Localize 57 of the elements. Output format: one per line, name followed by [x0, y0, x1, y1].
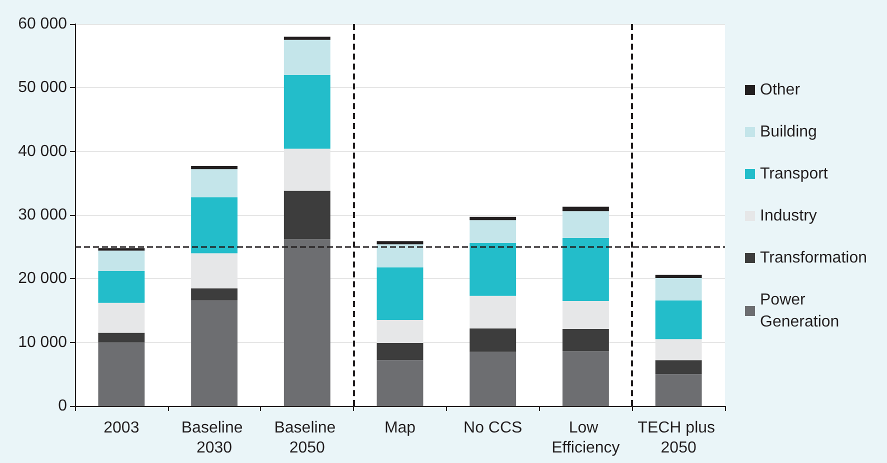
- bar: [98, 332, 145, 342]
- bar: [284, 74, 330, 149]
- bar: [98, 250, 145, 272]
- bar: [470, 243, 516, 296]
- bar: [98, 271, 145, 303]
- y-tick-label: 50 000: [18, 79, 68, 96]
- bar: [562, 328, 609, 352]
- bar: [376, 241, 424, 244]
- bar: [376, 342, 424, 360]
- bar: [284, 36, 330, 40]
- bar: [655, 300, 702, 340]
- x-tick-label: Map: [384, 420, 416, 436]
- bar: [470, 352, 516, 406]
- bar: [284, 190, 330, 240]
- legend-label: Building: [760, 124, 817, 140]
- bar: [470, 220, 516, 244]
- y-tick-label: 60 000: [18, 16, 68, 32]
- y-tick-label: 40 000: [18, 142, 68, 160]
- legend-label: Other: [760, 82, 801, 98]
- bar: [376, 244, 424, 268]
- bar: [98, 342, 145, 406]
- bar: [562, 300, 609, 329]
- bar: [470, 296, 516, 328]
- bar: [562, 351, 609, 406]
- bar: [655, 278, 702, 300]
- bar: [376, 360, 424, 406]
- bar: [376, 267, 424, 320]
- x-tick-label: 2003: [104, 420, 140, 436]
- bar: [562, 238, 609, 301]
- bar: [562, 206, 609, 212]
- x-tick-label: Baseline 2050: [274, 420, 340, 456]
- bar: [655, 274, 702, 278]
- legend-label: Transformation: [760, 250, 867, 266]
- legend-label: Transport: [760, 166, 828, 182]
- bar: [191, 288, 238, 300]
- bar: [470, 328, 516, 352]
- bar: [655, 374, 702, 406]
- x-tick-label: No CCS: [464, 420, 522, 436]
- legend-label: Industry: [760, 208, 817, 224]
- x-tick-label: Low Efficiency: [552, 420, 620, 456]
- y-tick-label: 30 000: [18, 206, 68, 224]
- bar: [562, 211, 609, 238]
- x-tick-label: TECH plus 2050: [638, 420, 720, 456]
- y-tick-label: 20 000: [18, 270, 68, 288]
- bar: [284, 40, 330, 75]
- bar: [191, 166, 238, 170]
- bar: [191, 197, 238, 254]
- bar: [191, 169, 238, 198]
- bar: [470, 216, 516, 220]
- bar: [191, 300, 238, 406]
- y-tick-label: 10 000: [18, 334, 68, 351]
- bar: [98, 302, 145, 333]
- legend-label: Power Generation: [760, 292, 840, 330]
- bar: [284, 239, 330, 406]
- bar: [655, 360, 702, 374]
- x-tick-label: Baseline 2030: [181, 420, 248, 456]
- y-tick-label: 0: [58, 398, 68, 414]
